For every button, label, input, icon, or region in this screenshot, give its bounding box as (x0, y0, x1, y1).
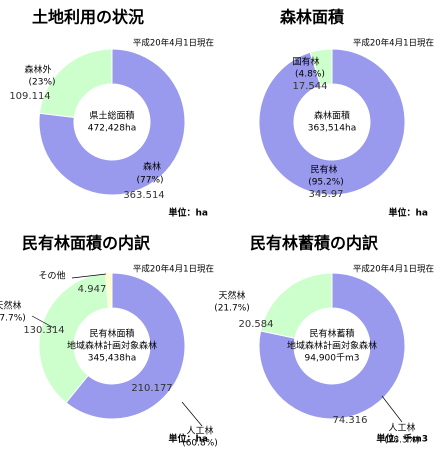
leader-line (181, 401, 203, 427)
donut-slice (65, 272, 186, 420)
slice-name: 人工林 (186, 425, 213, 437)
center-label: 森林面積 (314, 110, 350, 122)
date-label: 平成20年4月1日現在 (353, 264, 434, 275)
slice-percent: (78.3%) (384, 436, 420, 446)
leader-line (381, 395, 403, 423)
slice-value: 4.947 (78, 284, 107, 295)
leader-line (71, 273, 107, 279)
slice-value: 74.316 (333, 415, 368, 426)
slice-value: 363.514 (123, 190, 164, 201)
center-label: 345,438ha (88, 354, 136, 364)
donut-slice (38, 48, 186, 196)
center-label: 民有林蓄積 (309, 328, 354, 340)
slice-value: 20.584 (239, 319, 274, 330)
center-label: 地域森林計画対象森林 (67, 340, 157, 352)
slice-name: 人工林 (388, 422, 415, 434)
donut-slice (259, 272, 333, 339)
date-label: 平成20年4月1日現在 (353, 38, 434, 49)
donut-slice (258, 48, 406, 196)
date-label: 平成20年4月1日現在 (133, 38, 214, 49)
slice-name: 国有林 (292, 56, 319, 68)
donut-slice (258, 272, 406, 420)
leader-line (31, 315, 55, 329)
chart-title: 民有林蓄積の内訳 (250, 234, 379, 253)
donut-slice (38, 48, 113, 118)
unit-label: 単位：ha (169, 207, 208, 219)
slice-name: 天然林 (0, 300, 22, 312)
slice-value: 17.544 (293, 81, 328, 92)
slice-name: 天然林 (218, 290, 245, 302)
slice-value: 130.314 (23, 325, 64, 336)
slice-percent: (4.8%) (295, 70, 325, 80)
donut-slice (309, 48, 333, 87)
slice-name: 森林 (143, 161, 161, 173)
slice-name: 民有林 (310, 164, 337, 176)
slice-percent: (23%) (28, 78, 55, 88)
chart-title: 森林面積 (280, 8, 345, 27)
chart-title: 民有林面積の内訳 (22, 234, 151, 253)
slice-name: 森林外 (24, 64, 51, 76)
center-label: 363,514ha (308, 124, 356, 134)
donut-slice (104, 272, 113, 309)
slice-percent: (95.2%) (308, 178, 344, 188)
chart-title: 土地利用の状況 (32, 8, 144, 27)
center-label: 民有林面積 (89, 328, 134, 340)
slice-percent: (37.7%) (0, 314, 26, 324)
center-label: 472,428ha (88, 124, 136, 134)
slice-name: その他 (38, 270, 65, 282)
slice-percent: (21.7%) (214, 304, 250, 314)
slice-value: 345.97 (309, 189, 344, 200)
slice-percent: (77%) (136, 176, 163, 186)
date-label: 平成20年4月1日現在 (133, 264, 214, 275)
unit-label: 単位：ha (169, 433, 208, 445)
center-label: 94,900千m3 (305, 353, 360, 364)
unit-label: 単位：千m3 (376, 433, 428, 445)
center-label: 県土総面積 (89, 110, 134, 122)
slice-percent: (60.8%) (182, 439, 218, 449)
unit-label: 単位：ha (389, 207, 428, 219)
slice-value: 109.114 (9, 91, 50, 102)
slice-value: 210.177 (131, 383, 172, 394)
center-label: 地域森林計画対象森林 (287, 340, 377, 352)
